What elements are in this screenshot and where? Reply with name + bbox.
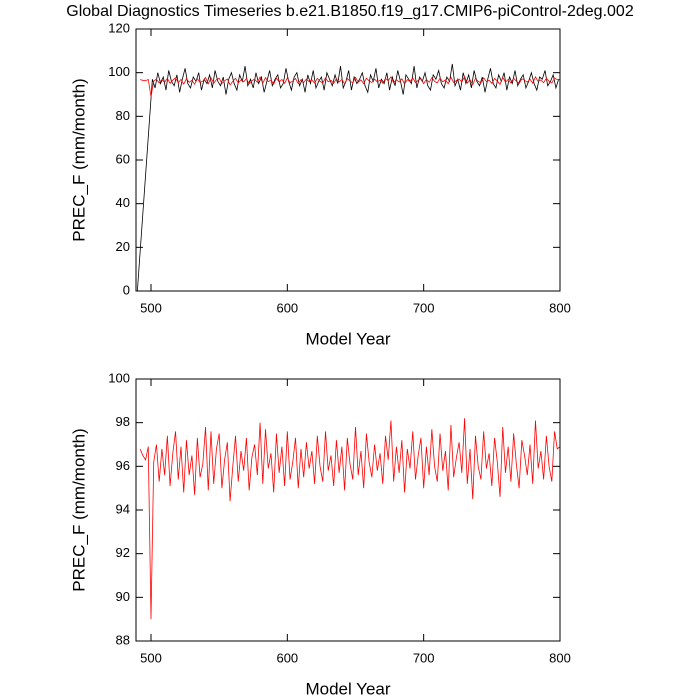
x-axis-label: Model Year [305,329,390,348]
y-tick-label: 100 [108,64,130,79]
y-tick-label: 94 [116,501,130,516]
y-tick-label: 98 [116,414,130,429]
plot-frame [135,378,561,642]
x-tick-label: 700 [413,300,435,315]
y-tick-label: 120 [108,20,130,35]
x-tick-label: 600 [276,300,298,315]
x-tick-label: 700 [413,650,435,665]
plot-frame [135,28,561,292]
data-line [139,418,561,620]
y-tick-label: 60 [116,151,130,166]
data-line [139,75,561,97]
x-tick-label: 600 [276,650,298,665]
x-axis-label: Model Year [305,679,390,698]
y-tick-label: 100 [108,370,130,385]
y-tick-label: 96 [116,458,130,473]
y-tick-label: 40 [116,195,130,210]
x-tick-label: 800 [549,300,571,315]
chart-title: Global Diagnostics Timeseries b.e21.B185… [66,3,634,20]
data-line [136,63,560,292]
y-axis-label: PREC_F (mm/month) [69,428,88,591]
y-tick-label: 0 [123,282,130,297]
y-tick-label: 90 [116,589,130,604]
y-axis-label: PREC_F (mm/month) [69,78,88,241]
y-tick-label: 88 [116,632,130,647]
x-tick-label: 800 [549,650,571,665]
y-tick-label: 20 [116,239,130,254]
y-tick-label: 92 [116,545,130,560]
x-tick-label: 500 [140,650,162,665]
x-tick-label: 500 [140,300,162,315]
y-tick-label: 80 [116,108,130,123]
